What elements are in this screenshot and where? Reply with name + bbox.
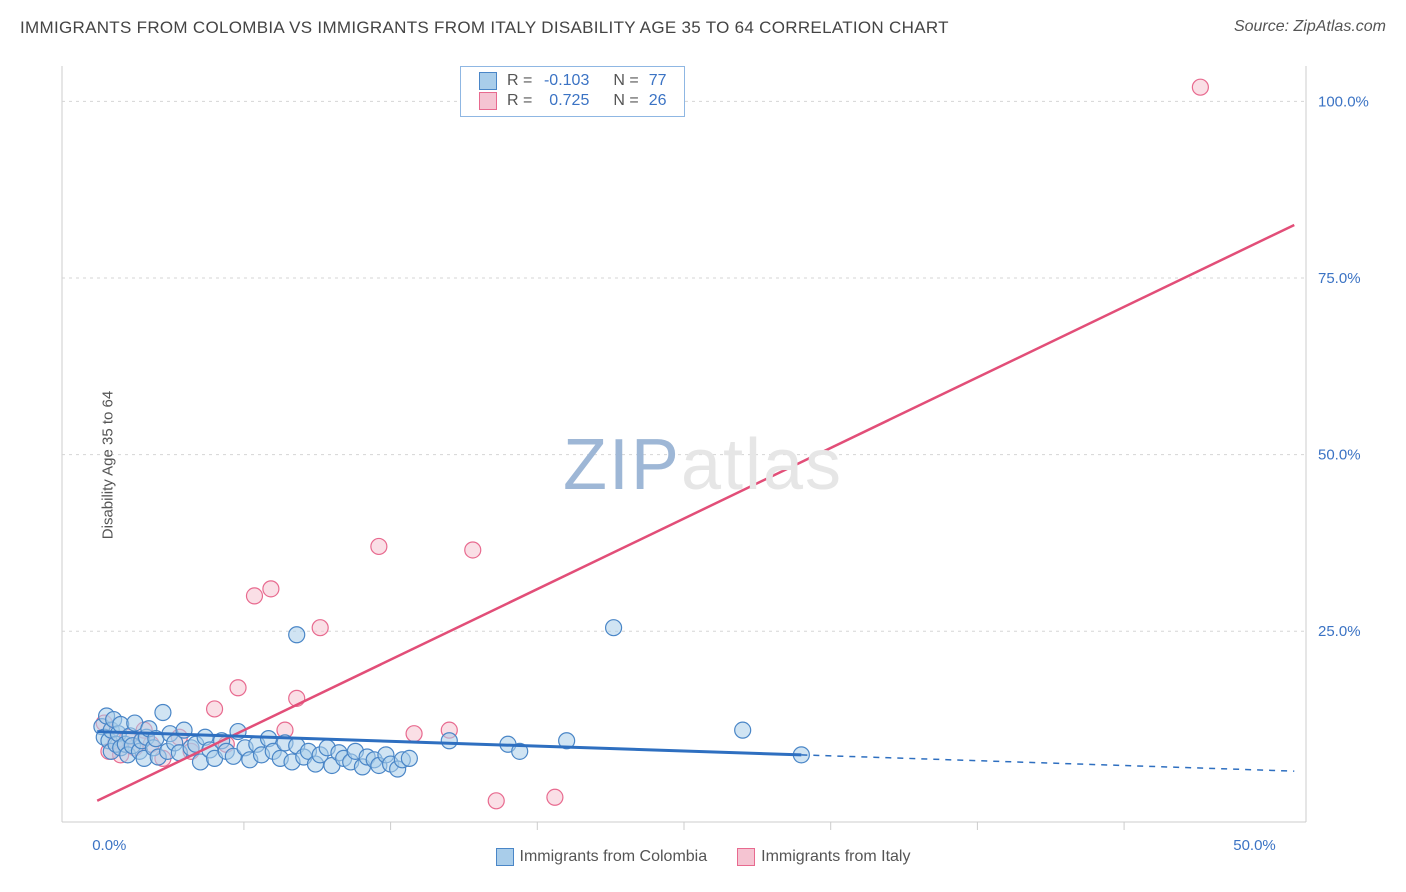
y-axis-label: Disability Age 35 to 64 bbox=[100, 391, 117, 539]
legend-swatch-italy bbox=[737, 848, 755, 866]
page-title: IMMIGRANTS FROM COLOMBIA VS IMMIGRANTS F… bbox=[20, 18, 949, 38]
source-label: Source: ZipAtlas.com bbox=[1234, 18, 1386, 38]
chart-wrap: Disability Age 35 to 64 25.0% 50.0% 75.0% 1… bbox=[20, 58, 1386, 872]
legend-swatch-colombia bbox=[496, 848, 514, 866]
legend-label-italy: Immigrants from Italy bbox=[761, 848, 910, 866]
svg-text:25.0%: 25.0% bbox=[1318, 623, 1361, 640]
legend-label-colombia: Immigrants from Colombia bbox=[520, 848, 708, 866]
title-bar: IMMIGRANTS FROM COLOMBIA VS IMMIGRANTS F… bbox=[20, 18, 1386, 38]
scatter-plot: 25.0%50.0%75.0%100.0%0.0%50.0% bbox=[20, 58, 1386, 872]
stats-box: R =-0.103N =77R =0.725N =26 bbox=[460, 66, 685, 117]
legend-item-colombia: Immigrants from Colombia bbox=[496, 848, 708, 866]
svg-text:75.0%: 75.0% bbox=[1318, 270, 1361, 287]
legend: Immigrants from Colombia Immigrants from… bbox=[20, 848, 1386, 866]
chart-page: IMMIGRANTS FROM COLOMBIA VS IMMIGRANTS F… bbox=[0, 0, 1406, 892]
svg-text:50.0%: 50.0% bbox=[1318, 447, 1361, 464]
svg-text:100.0%: 100.0% bbox=[1318, 93, 1369, 110]
legend-item-italy: Immigrants from Italy bbox=[737, 848, 910, 866]
